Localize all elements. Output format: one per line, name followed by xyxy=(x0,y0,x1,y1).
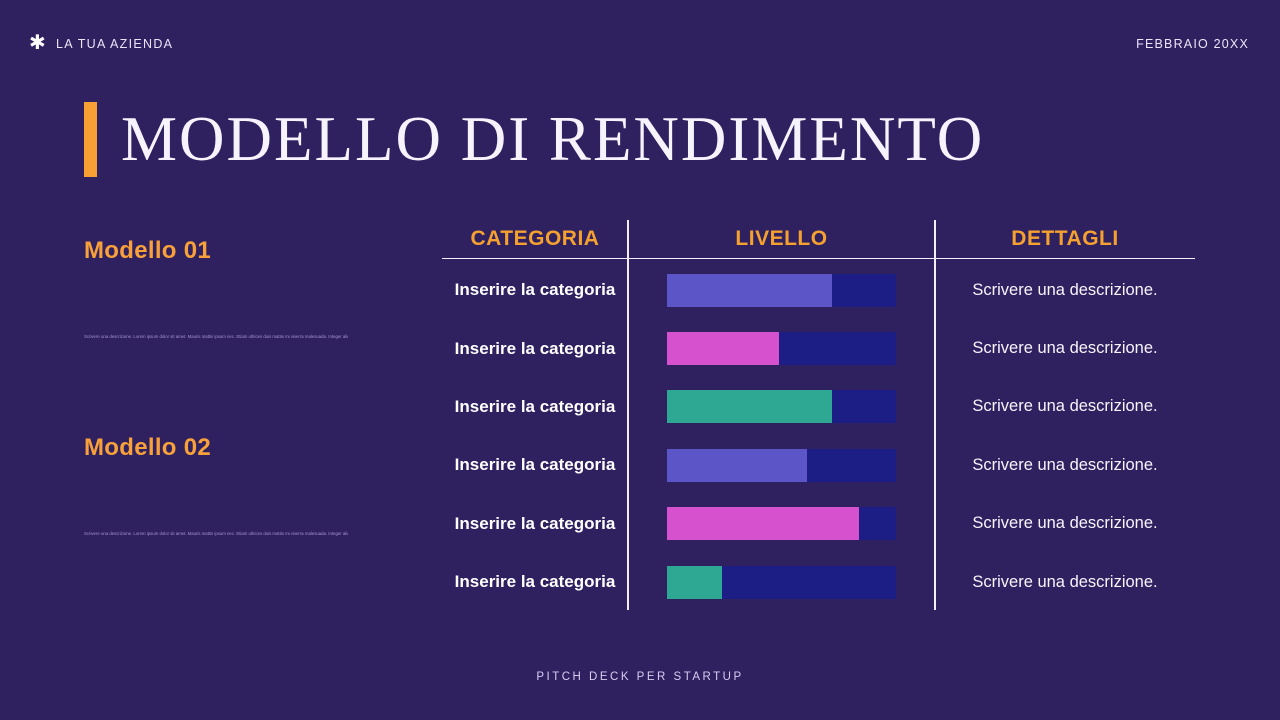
level-cell xyxy=(628,273,935,307)
title-accent-bar xyxy=(84,102,97,177)
level-cell xyxy=(628,448,935,482)
level-bar-track xyxy=(667,273,896,307)
level-bar-track xyxy=(667,507,896,541)
column-header-livello: LIVELLO xyxy=(735,227,828,250)
level-bar-fill xyxy=(667,390,832,424)
category-label: Inserire la categoria xyxy=(454,513,616,533)
model-02-description: Scrivere una descrizione. Lorem ipsum do… xyxy=(84,531,348,536)
category-label: Inserire la categoria xyxy=(454,338,616,358)
level-bar-fill xyxy=(667,273,832,307)
category-label: Inserire la categoria xyxy=(454,280,616,300)
footer-label: PITCH DECK PER STARTUP xyxy=(536,671,744,683)
details-label: Scrivere una descrizione. xyxy=(972,514,1158,533)
details-label: Scrivere una descrizione. xyxy=(972,455,1158,474)
level-bar-fill xyxy=(667,565,722,599)
level-bar-track xyxy=(667,448,896,482)
level-bar-fill xyxy=(667,332,780,366)
model-01-heading: Modello 01 xyxy=(84,237,212,264)
category-label: Inserire la categoria xyxy=(454,572,616,592)
table-row: Inserire la categoria Scrivere una descr… xyxy=(442,319,1195,377)
performance-table: CATEGORIA LIVELLO DETTAGLI Inserire la c… xyxy=(442,220,1195,612)
level-bar-fill xyxy=(667,448,807,482)
table-row: Inserire la categoria Scrivere una descr… xyxy=(442,553,1195,611)
level-cell xyxy=(628,507,935,541)
spark-asterisk-icon: ✱ xyxy=(29,32,46,54)
table-row: Inserire la categoria Scrivere una descr… xyxy=(442,495,1195,553)
page-title: MODELLO DI RENDIMENTO xyxy=(121,104,985,174)
level-cell xyxy=(628,390,935,424)
model-02-heading: Modello 02 xyxy=(84,434,212,461)
level-bar-track xyxy=(667,565,896,599)
details-label: Scrivere una descrizione. xyxy=(972,397,1158,416)
company-name: LA TUA AZIENDA xyxy=(56,37,174,51)
table-row: Inserire la categoria Scrivere una descr… xyxy=(442,436,1195,494)
column-divider xyxy=(627,220,629,610)
model-01-description: Scrivere una descrizione. Lorem ipsum do… xyxy=(84,334,348,339)
table-body: Inserire la categoria Scrivere una descr… xyxy=(442,261,1195,611)
details-label: Scrivere una descrizione. xyxy=(972,339,1158,358)
level-bar-track xyxy=(667,332,896,366)
level-cell xyxy=(628,565,935,599)
level-cell xyxy=(628,332,935,366)
table-header-row: CATEGORIA LIVELLO DETTAGLI xyxy=(442,220,1195,259)
table-row: Inserire la categoria Scrivere una descr… xyxy=(442,378,1195,436)
column-divider xyxy=(934,220,936,610)
date-label: FEBBRAIO 20XX xyxy=(1136,37,1249,51)
category-label: Inserire la categoria xyxy=(454,396,616,416)
table-row: Inserire la categoria Scrivere una descr… xyxy=(442,261,1195,319)
level-bar-fill xyxy=(667,507,860,541)
details-label: Scrivere una descrizione. xyxy=(972,280,1158,299)
level-bar-track xyxy=(667,390,896,424)
column-header-dettagli: DETTAGLI xyxy=(1011,227,1119,250)
column-header-categoria: CATEGORIA xyxy=(470,227,600,250)
details-label: Scrivere una descrizione. xyxy=(972,572,1158,591)
category-label: Inserire la categoria xyxy=(454,455,616,475)
